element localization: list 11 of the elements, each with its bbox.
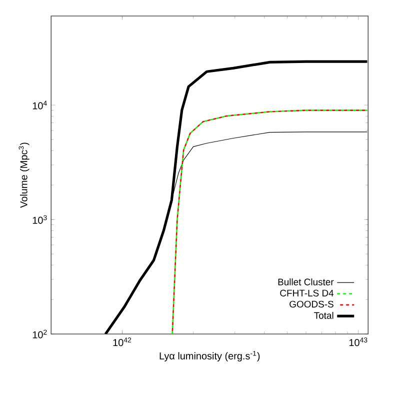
x-axis-title: Lyα luminosity (erg.s$^{-1}$) — [160, 350, 260, 362]
y-tick-label: 10$^{4}$ — [32, 100, 47, 110]
legend-label: Bullet Cluster — [278, 278, 334, 286]
legend-label: CFHT-LS D4 — [280, 290, 334, 296]
y-axis-title: Volume (Mpc$^{3}$) — [18, 142, 30, 208]
y-tick-label: 10$^{3}$ — [32, 215, 47, 224]
y-tick-label: 10$^{2}$ — [32, 330, 47, 338]
legend-label: GOODS-S — [290, 300, 334, 308]
x-tick-label: 10$^{42}$ — [113, 338, 132, 346]
x-tick-label: 10$^{43}$ — [349, 338, 368, 346]
legend-label: Total — [314, 312, 334, 319]
